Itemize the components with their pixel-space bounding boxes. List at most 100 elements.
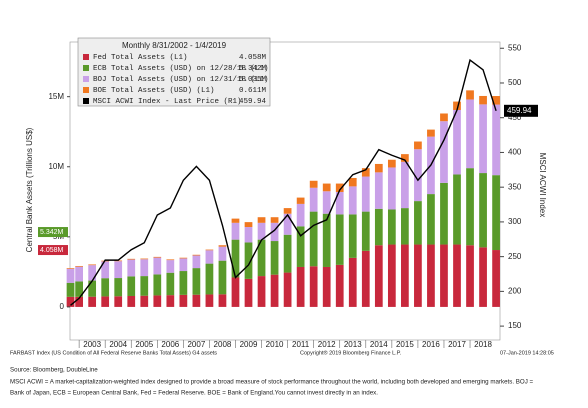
bar	[257, 217, 266, 223]
x-tick-label: 2017	[448, 340, 466, 349]
bar	[414, 244, 422, 307]
bar	[270, 217, 279, 223]
legend-label: BOE Total Assets (USD) (L1)	[93, 87, 215, 95]
bar	[401, 161, 409, 209]
bar	[414, 201, 422, 245]
bar	[179, 258, 188, 272]
bar	[335, 183, 344, 192]
x-tick-label: 2005	[135, 340, 153, 349]
bar	[296, 266, 305, 307]
bar	[114, 296, 123, 307]
bar	[257, 276, 266, 307]
bar	[75, 266, 83, 282]
value-box-label: 459.94	[507, 106, 532, 115]
y2-tick-label: 350	[508, 182, 522, 191]
value-box	[38, 245, 68, 256]
bar	[127, 295, 136, 307]
y2-tick-label: 550	[508, 43, 522, 52]
legend-swatch	[83, 76, 89, 82]
bar	[374, 208, 383, 246]
bar	[322, 183, 331, 192]
bar	[466, 90, 474, 100]
bar	[348, 257, 357, 307]
bar	[218, 294, 227, 307]
legend-value: 4.058M	[239, 54, 267, 62]
bar	[322, 213, 331, 267]
x-tick-label: 2011	[292, 340, 310, 349]
bar	[322, 266, 331, 307]
note-line: MSCI ACWI = A market-capitalization-weig…	[10, 379, 534, 386]
bar	[479, 173, 487, 248]
bar	[374, 245, 383, 307]
legend-swatch	[83, 65, 89, 71]
plot-area	[66, 58, 500, 307]
bar	[440, 113, 448, 122]
bar	[427, 244, 435, 307]
bar	[335, 214, 344, 265]
bar	[179, 294, 188, 307]
bar	[205, 294, 214, 307]
bar	[335, 264, 344, 307]
legend-swatch	[83, 54, 89, 60]
bar	[231, 218, 240, 223]
bar	[153, 295, 162, 307]
bar	[283, 208, 292, 214]
bar	[205, 250, 214, 264]
bar	[361, 211, 370, 251]
bar	[66, 268, 75, 269]
y-tick-label: 15M	[48, 92, 64, 101]
index-note: FARBAST Index (US Condition of All Feder…	[10, 350, 217, 356]
y2-tick-label: 450	[508, 113, 522, 122]
note-line: Bank of Japan, ECB = European Central Ba…	[10, 390, 378, 397]
legend-swatch	[83, 98, 89, 104]
bar	[192, 294, 201, 307]
bar	[153, 274, 162, 296]
bar	[101, 261, 110, 279]
bar	[453, 244, 461, 307]
y2-tick-label: 150	[508, 321, 522, 330]
x-tick-label: 2013	[344, 340, 362, 349]
bar	[322, 191, 331, 214]
bar	[387, 209, 396, 245]
bar	[127, 276, 136, 296]
bar	[270, 241, 279, 275]
bar	[401, 244, 409, 307]
bar	[348, 186, 357, 215]
bar	[192, 255, 201, 269]
bar	[75, 265, 83, 267]
line	[70, 58, 497, 306]
x-tick-label: 2006	[161, 340, 179, 349]
y2-tick-label: 500	[508, 78, 522, 87]
bar	[88, 280, 97, 297]
timestamp: 07-Jan-2019 14:28:05	[500, 350, 554, 356]
legend-label: ECB Total Assets (USD) on 12/28/18 (L1)	[93, 65, 269, 73]
x-tick-label: 2009	[240, 340, 258, 349]
bar	[283, 272, 292, 307]
bar	[88, 265, 97, 281]
bar	[88, 264, 97, 266]
bar	[218, 245, 227, 247]
bar	[479, 247, 487, 307]
bar	[361, 250, 370, 307]
bar	[492, 96, 500, 105]
legend-label: MSCI ACWI Index - Last Price (R1)	[93, 98, 242, 106]
bar	[231, 239, 240, 278]
legend-label: Fed Total Assets (L1)	[93, 54, 188, 62]
bar	[218, 260, 227, 295]
y2-tick-label: 400	[508, 148, 522, 157]
bar	[114, 278, 123, 297]
legend-title: Monthly 8/31/2002 - 1/4/2019	[122, 41, 227, 50]
bar	[140, 295, 149, 307]
bar	[66, 296, 75, 307]
bar	[270, 222, 279, 242]
copyright: Copyright® 2019 Bloomberg Finance L.P.	[300, 349, 402, 356]
bar	[218, 246, 227, 261]
x-tick-label: 2004	[109, 340, 127, 349]
bar	[283, 213, 292, 235]
y-tick-label: 10M	[48, 162, 64, 171]
legend-value: 0.611M	[239, 87, 267, 95]
bar	[192, 268, 201, 295]
legend-value: 5.342M	[239, 65, 267, 73]
bar	[309, 180, 318, 188]
